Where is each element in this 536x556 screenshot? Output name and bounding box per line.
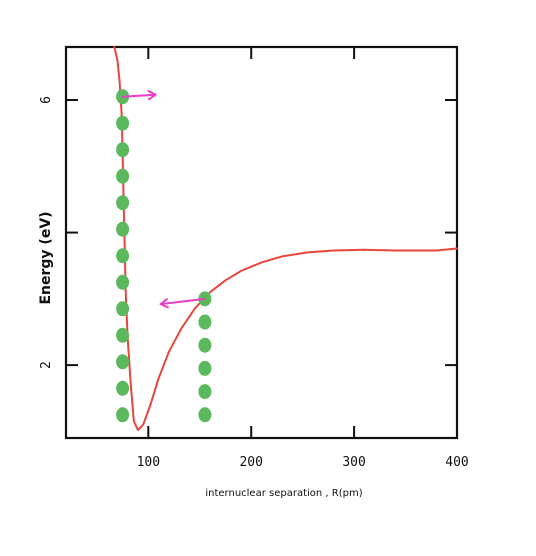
data-point — [116, 195, 130, 211]
force-arrows — [121, 89, 206, 309]
x-tick-label: 200 — [239, 455, 262, 470]
data-point — [116, 380, 130, 396]
x-tick-label: 300 — [342, 455, 365, 470]
data-point — [198, 384, 212, 400]
tick-labels: 100 200 300 400 2 6 — [39, 96, 469, 470]
y-tick-label: 6 — [39, 96, 54, 104]
data-point — [198, 314, 212, 330]
y-tick-label: 2 — [39, 361, 54, 369]
x-axis-label: internuclear separation , R(pm) — [205, 488, 362, 499]
x-tick-label: 100 — [137, 455, 160, 470]
y-axis-label: Energy (eV) — [38, 211, 54, 304]
arrow-head — [147, 89, 157, 101]
data-point — [116, 168, 130, 184]
ticks — [66, 47, 458, 438]
data-point — [198, 407, 212, 423]
arrow-shaft — [159, 297, 206, 306]
data-point — [116, 274, 130, 290]
data-point — [116, 142, 130, 158]
data-point — [198, 337, 212, 353]
data-point — [116, 407, 130, 423]
x-tick-label: 400 — [445, 455, 468, 470]
data-point — [116, 115, 130, 131]
plot-frame — [64, 45, 459, 440]
data-point — [116, 354, 130, 370]
data-point — [116, 248, 130, 264]
arrow-head — [159, 298, 169, 309]
data-point — [116, 221, 130, 237]
data-point — [198, 360, 212, 376]
potential-energy-curve — [113, 46, 458, 431]
data-points — [116, 89, 212, 423]
data-point — [116, 327, 130, 343]
arrow-shaft — [121, 93, 157, 98]
data-point — [116, 301, 130, 317]
